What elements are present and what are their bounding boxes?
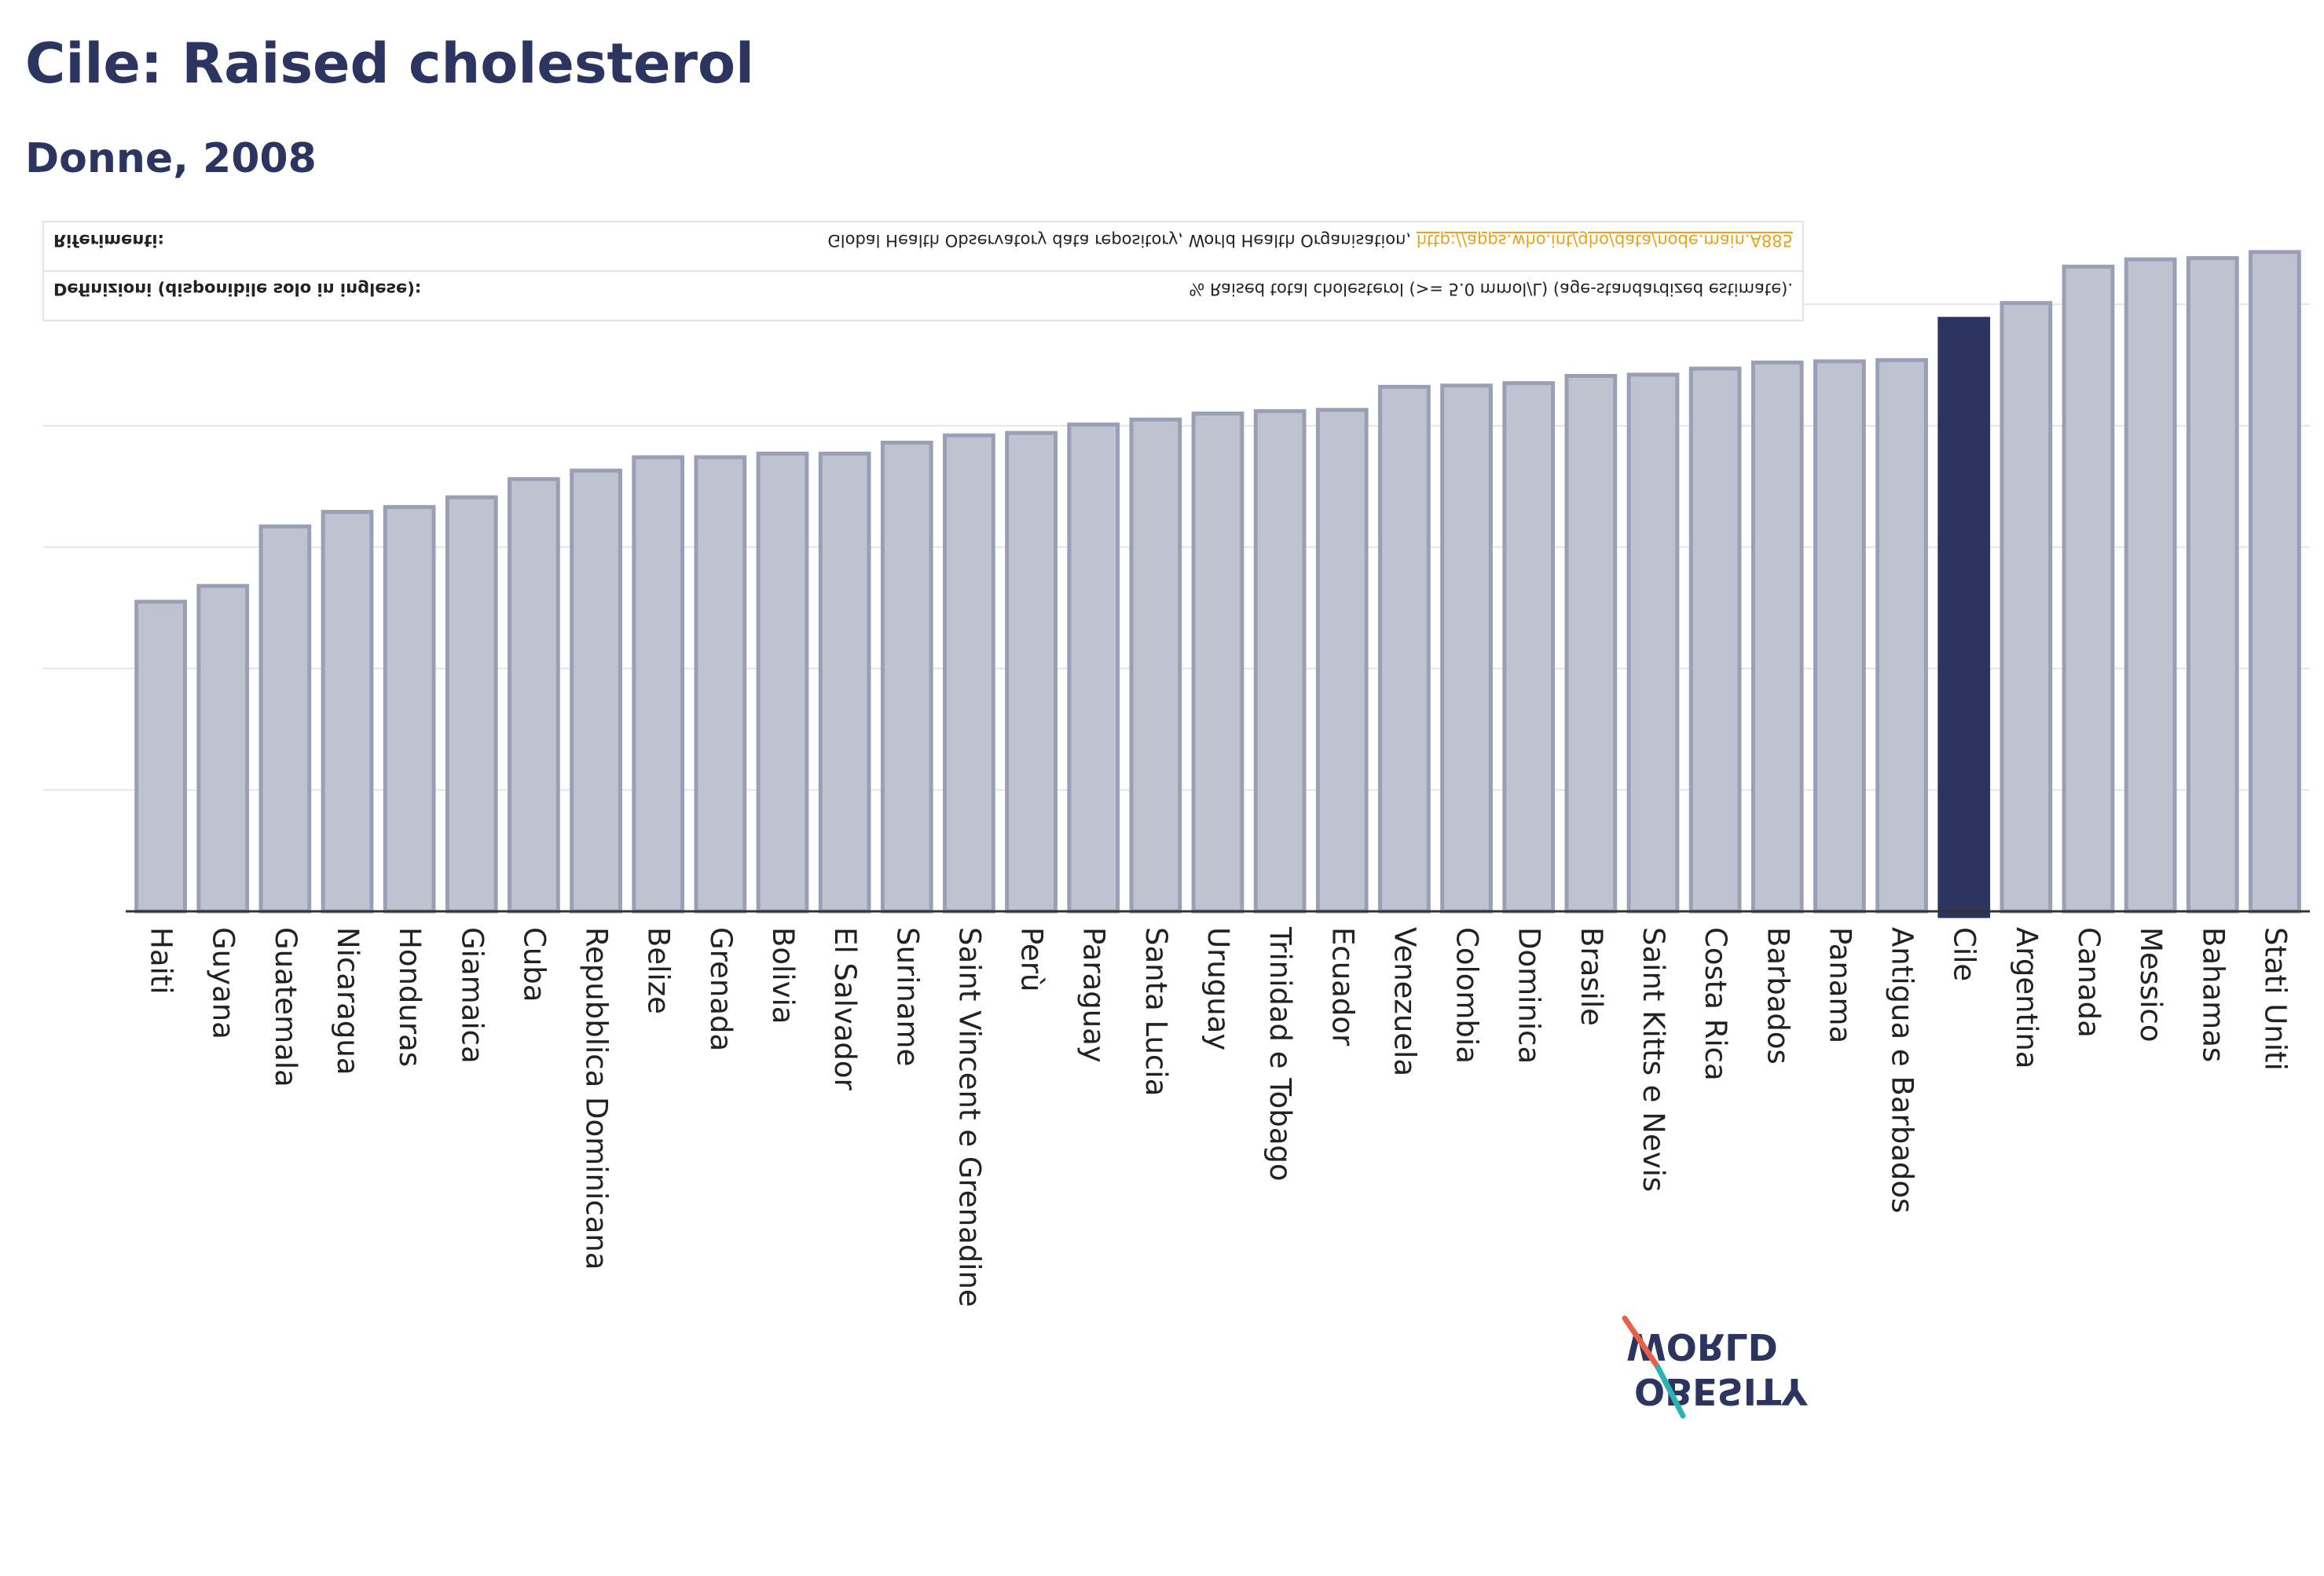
world-obesity-logo: OBESITY WORLD [1622,1315,1808,1419]
x-tick-label: Santa Lucia [1139,927,1173,1096]
x-tick-label: Colombia [1450,927,1484,1064]
x-tick-label: Saint Vincent e Grenadine [952,927,986,1307]
bar-brasile[interactable] [1564,373,1618,914]
x-tick-label: Bolivia [766,927,800,1024]
bar-per-[interactable] [1005,431,1058,914]
bar-cile[interactable] [1937,317,1991,918]
bar-messico[interactable] [2124,257,2177,914]
x-tick-label: Antigua e Barbados [1886,927,1919,1213]
bar-bolivia[interactable] [756,451,809,914]
bar-bahamas[interactable] [2186,256,2239,914]
bar-cuba[interactable] [508,477,560,914]
x-tick-label: Uruguay [1201,927,1235,1050]
bar-el-salvador[interactable] [818,451,871,914]
x-tick-label: Dominica [1512,927,1546,1064]
bar-belize[interactable] [632,455,685,914]
bar-dominica[interactable] [1502,381,1556,914]
bar-guatemala[interactable] [258,524,312,914]
x-tick-label: Brasile [1574,927,1608,1026]
bar-grenada[interactable] [694,455,747,914]
x-tick-label: Barbados [1761,927,1794,1065]
bar-colombia[interactable] [1440,383,1493,914]
x-tick-label: Stati Uniti [2258,927,2292,1071]
references-link[interactable]: http://apps.who.int/gho/data/node.main.A… [1417,231,1793,250]
x-tick-label: Guyana [207,927,240,1039]
bar-santa-lucia[interactable] [1129,417,1182,914]
bar-stati-uniti[interactable] [2249,250,2301,914]
bar-paraguay[interactable] [1067,422,1120,914]
x-tick-label: Saint Kitts e Nevis [1637,927,1670,1192]
bar-suriname[interactable] [880,440,933,914]
bar-repubblica-dominicana[interactable] [570,468,622,914]
definitions-label: Definizioni (disponibile solo in inglese… [53,280,421,299]
x-tick-label: Panama [1823,927,1857,1043]
bar-panama[interactable] [1813,359,1866,914]
x-tick-label: Grenada [704,927,738,1051]
references-text: Global Health Observatory data repositor… [828,231,1412,250]
bar-saint-vincent-e-grenadine[interactable] [943,433,995,914]
x-tick-label: Cile [1948,927,1981,981]
x-tick-label: Belize [642,927,676,1014]
x-axis-tick-labels: Haiti Guyana Guatemala Nicaragua Honduras Gia… [145,926,2293,1307]
chart-subtitle: Donne, 2008 [25,135,317,182]
x-tick-label: Bahamas [2196,927,2230,1062]
notes-panel: Definizioni (disponibile solo in inglese… [42,221,1804,321]
x-tick-label: Ecuador [1325,927,1359,1046]
bars [134,250,2301,918]
bar-honduras[interactable] [383,504,436,914]
x-tick-label: Trinidad e Tobago [1263,926,1297,1182]
definitions-row [42,270,1804,321]
logo-teal-stroke [1655,1364,1686,1419]
bar-antigua-e-barbados[interactable] [1875,357,1928,914]
x-tick-label: Suriname [890,927,924,1066]
bar-saint-kitts-e-nevis[interactable] [1626,372,1680,914]
bar-haiti[interactable] [134,599,187,914]
bar-costa-rica[interactable] [1688,366,1742,914]
references-label: Riferimenti: [53,231,164,250]
x-tick-label: Haiti [145,927,178,995]
logo-text-world: WORLD [1626,1325,1778,1368]
bar-guyana[interactable] [196,584,250,914]
x-tick-label: Paraguay [1077,927,1111,1063]
chart-title: Cile: Raised cholesterol [25,31,755,96]
x-tick-label: Perù [1015,927,1049,991]
references-row [42,221,1804,272]
references-line: Global Health Observatory data repositor… [828,231,1794,250]
x-tick-label: Repubblica Dominicana [580,927,614,1270]
bar-nicaragua[interactable] [321,510,374,914]
bar-argentina[interactable] [2000,301,2053,914]
x-tick-label: El Salvador [828,927,862,1091]
x-tick-label: Argentina [2010,927,2044,1068]
x-tick-label: Giamaica [455,927,489,1064]
bar-uruguay[interactable] [1191,411,1244,914]
bar-canada[interactable] [2062,264,2115,914]
x-tick-label: Guatemala [269,927,302,1087]
logo-red-stroke [1622,1315,1661,1370]
x-tick-label: Nicaragua [331,927,365,1075]
x-tick-label: Canada [2072,927,2106,1038]
definitions-text: % Raised total cholesterol (>= 5.0 mmol/… [1189,280,1793,299]
bar-giamaica[interactable] [445,495,498,914]
x-tick-label: Costa Rica [1699,927,1732,1081]
x-tick-label: Messico [2134,927,2168,1043]
bar-venezuela[interactable] [1378,384,1431,914]
bar-barbados[interactable] [1750,360,1804,914]
bar-trinidad-e-tobago[interactable] [1253,409,1307,914]
x-tick-label: Honduras [393,927,427,1067]
bar-ecuador[interactable] [1315,408,1369,914]
x-tick-label: Venezuela [1387,927,1421,1076]
x-tick-label: Cuba [517,927,551,1002]
